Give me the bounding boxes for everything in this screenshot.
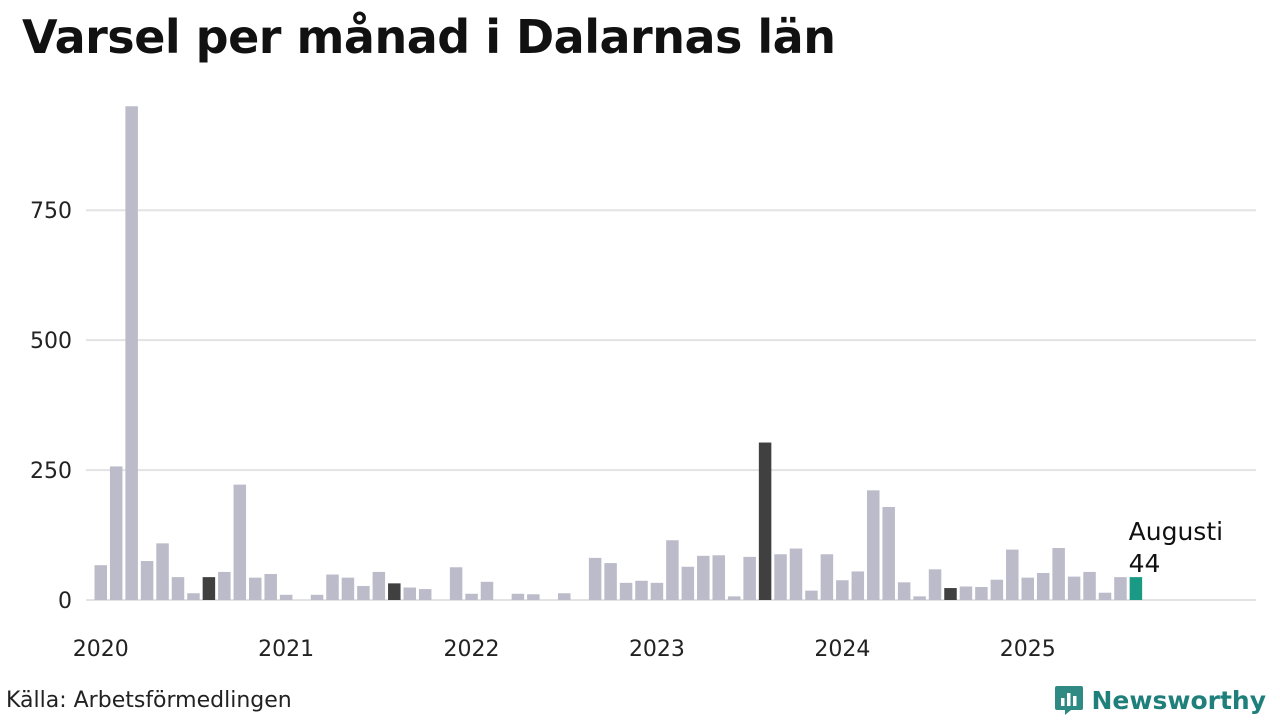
bar <box>805 590 818 600</box>
y-tick-label: 0 <box>58 589 72 614</box>
bar <box>789 548 803 600</box>
bar <box>604 563 617 600</box>
bar <box>836 580 849 600</box>
annotation-month: Augusti <box>1129 517 1223 546</box>
bars <box>94 106 1143 600</box>
bar <box>465 593 478 600</box>
bar <box>681 566 695 600</box>
bar <box>125 106 138 600</box>
bar <box>975 587 988 600</box>
bar <box>449 567 463 600</box>
bar <box>558 593 571 600</box>
bar <box>94 565 107 600</box>
bar <box>959 586 973 600</box>
x-tick-label: 2025 <box>1000 637 1056 662</box>
bar <box>897 582 911 600</box>
bar <box>218 571 231 600</box>
y-axis-ticks: 0 250 500 750 <box>30 199 72 614</box>
bar <box>171 577 185 600</box>
bar <box>1114 577 1127 600</box>
bar <box>697 555 710 600</box>
bar <box>388 583 401 600</box>
bar <box>851 571 865 600</box>
x-tick-label: 2023 <box>629 637 685 662</box>
bar <box>249 577 262 600</box>
bar <box>264 574 277 600</box>
brand: Newsworthy <box>1054 684 1267 716</box>
bar <box>310 594 324 600</box>
bar <box>1021 577 1034 600</box>
x-tick-label: 2022 <box>444 637 500 662</box>
x-axis-ticks: 2020 2021 2022 2023 2024 2025 <box>73 637 1056 662</box>
source-text: Källa: Arbetsförmedlingen <box>6 688 292 713</box>
bar <box>882 506 895 600</box>
bar <box>202 577 216 600</box>
bar <box>588 557 602 600</box>
bar <box>341 577 355 600</box>
bar <box>712 555 725 600</box>
bar <box>635 580 648 600</box>
bar <box>480 581 494 600</box>
bar <box>109 466 123 600</box>
bar <box>156 543 169 600</box>
bar <box>233 484 247 600</box>
bar <box>774 554 787 600</box>
y-tick-label: 500 <box>30 329 72 354</box>
bar <box>619 582 633 600</box>
x-tick-label: 2024 <box>814 637 870 662</box>
bar <box>1036 572 1050 600</box>
bar <box>1083 571 1096 600</box>
bar <box>403 587 416 600</box>
bar <box>820 554 834 600</box>
bar <box>1052 548 1065 600</box>
annotation-value: 44 <box>1129 549 1161 578</box>
x-tick-label: 2021 <box>258 637 314 662</box>
bar <box>187 593 200 600</box>
x-tick-label: 2020 <box>73 637 129 662</box>
bar <box>527 594 540 600</box>
bar <box>727 596 741 600</box>
bar <box>326 574 339 600</box>
bar-current <box>1129 577 1143 600</box>
bar <box>418 589 432 600</box>
bar <box>867 490 880 600</box>
bar <box>1006 549 1019 600</box>
bar <box>666 540 679 600</box>
bar <box>928 569 942 600</box>
bar <box>1098 592 1112 600</box>
bar <box>990 579 1004 600</box>
chart-title: Varsel per månad i Dalarnas län <box>22 10 836 64</box>
bar <box>511 593 525 600</box>
bar <box>913 596 926 600</box>
bar <box>1067 576 1081 600</box>
bar <box>140 561 154 600</box>
bar <box>944 588 957 600</box>
bar <box>279 594 293 600</box>
y-tick-label: 250 <box>30 459 72 484</box>
bar <box>758 442 772 600</box>
bar <box>743 556 756 600</box>
bar <box>357 585 370 600</box>
annotations: Augusti 44 <box>1129 517 1223 578</box>
chart-logo-icon <box>1054 686 1083 715</box>
bar <box>650 582 664 600</box>
y-tick-label: 750 <box>30 199 72 224</box>
brand-name: Newsworthy <box>1091 685 1267 715</box>
bar <box>372 571 386 600</box>
